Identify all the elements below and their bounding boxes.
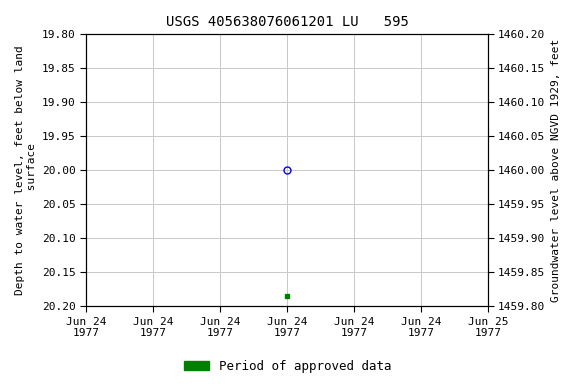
Y-axis label: Depth to water level, feet below land
 surface: Depth to water level, feet below land su… [15, 45, 37, 295]
Title: USGS 405638076061201 LU   595: USGS 405638076061201 LU 595 [166, 15, 408, 29]
Y-axis label: Groundwater level above NGVD 1929, feet: Groundwater level above NGVD 1929, feet [551, 39, 561, 302]
Legend: Period of approved data: Period of approved data [179, 355, 397, 378]
